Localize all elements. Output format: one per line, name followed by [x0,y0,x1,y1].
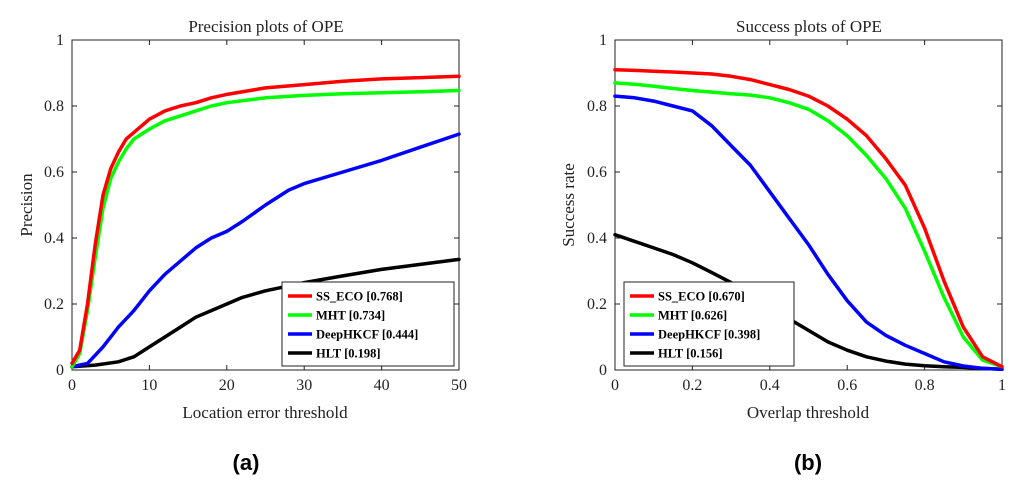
precision-xtick-label: 20 [219,377,235,394]
caption-a: (a) [233,450,260,475]
precision-legend: SS_ECO [0.768] MHT [0.734] DeepHKCF [0.444… [281,281,455,367]
precision-legend-label-deephkcf: DeepHKCF [0.444] [316,328,418,342]
precision-ytick-label: 0.2 [44,296,64,313]
success-legend-label-deephkcf: DeepHKCF [0.398] [658,328,760,342]
precision-xtick-label: 10 [141,377,157,394]
success-plot-panel: Success plots of OPE 0 0.2 0.4 0.6 0.8 1 0 0.2… [559,17,1006,475]
precision-legend-label-hlt: HLT [0.198] [316,347,381,361]
precision-series-mht [70,88,461,369]
precision-series-group [70,74,461,369]
success-plot-title: Success plots of OPE [736,17,882,36]
precision-y-axis-label: Precision [17,173,36,237]
precision-plot-title: Precision plots of OPE [188,17,343,36]
precision-xtick-label: 40 [374,377,390,394]
success-legend-label-ss-eco: SS_ECO [0.670] [658,290,745,304]
precision-series-hlt [70,257,461,369]
precision-ytick-label: 0.4 [44,230,64,247]
success-ytick-label: 1 [599,32,607,49]
success-xtick-label: 0.8 [915,377,935,394]
success-x-axis-label: Overlap threshold [747,403,870,422]
success-xtick-label: 0 [611,377,619,394]
caption-b: (b) [794,450,822,475]
precision-ytick-label: 0 [56,362,64,379]
precision-ytick-label: 1 [56,32,64,49]
success-series-mht [613,81,1004,369]
precision-series-ss-eco [70,74,461,366]
precision-xtick-label: 0 [68,377,76,394]
precision-plot-panel: Precision plots of OPE 0 0.2 0.4 0.6 0.8 1 0 1… [17,17,467,475]
success-legend: SS_ECO [0.670] MHT [0.626] DeepHKCF [0.398… [623,281,795,367]
success-xtick-label: 0.2 [682,377,702,394]
success-series-hlt [613,232,1004,372]
success-y-axis-label: Success rate [559,163,578,247]
success-xtick-label: 0.6 [837,377,857,394]
success-legend-label-hlt: HLT [0.156] [658,347,723,361]
success-xtick-label: 1 [998,377,1006,394]
success-ytick-label: 0.4 [587,230,607,247]
precision-ytick-label: 0.8 [44,98,64,115]
success-ytick-label: 0.2 [587,296,607,313]
precision-series-deephkcf [70,132,461,369]
success-series-ss-eco [613,67,1004,369]
success-legend-label-mht: MHT [0.626] [658,309,727,323]
precision-xtick-label: 30 [296,377,312,394]
success-ytick-label: 0 [599,362,607,379]
precision-legend-label-mht: MHT [0.734] [316,309,385,323]
success-ytick-label: 0.8 [587,98,607,115]
success-ytick-label: 0.6 [587,164,607,181]
precision-ytick-label: 0.6 [44,164,64,181]
success-xtick-label: 0.4 [760,377,780,394]
success-series-deephkcf [613,94,1004,372]
precision-x-axis-label: Location error threshold [182,403,348,422]
precision-legend-label-ss-eco: SS_ECO [0.768] [316,290,403,304]
precision-xtick-label: 50 [451,377,467,394]
success-series-group [613,67,1004,372]
